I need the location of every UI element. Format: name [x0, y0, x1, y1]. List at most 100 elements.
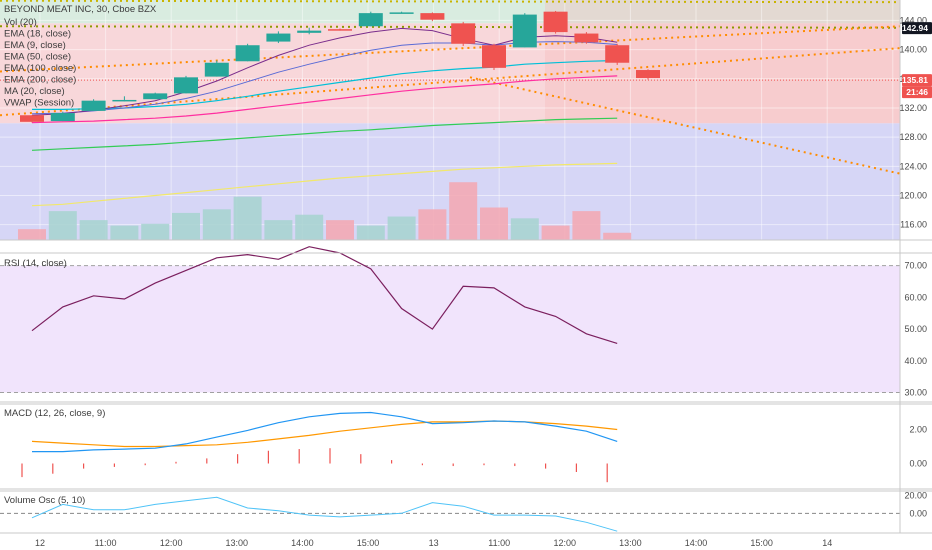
zone-red-right: [545, 0, 900, 124]
time-tick-label: 15:00: [357, 538, 380, 548]
time-tick-label: 12:00: [554, 538, 577, 548]
rsi-band: [0, 265, 900, 393]
price-tick-label: 144.00: [899, 15, 927, 25]
candle-body[interactable]: [358, 13, 383, 27]
price-tick-label: 140.00: [899, 45, 927, 55]
volume-bar[interactable]: [449, 182, 478, 240]
rsi-line[interactable]: [31, 246, 618, 344]
legend: BEYOND MEAT INC, 30, Cboe BZX Vol (20) EMA…: [4, 4, 157, 506]
candle-body[interactable]: [389, 12, 414, 14]
price-tick-label: 116.00: [900, 220, 927, 230]
time-tick-label: 14:00: [291, 538, 314, 548]
candle-body[interactable]: [112, 99, 137, 102]
candle-body[interactable]: [605, 45, 630, 63]
rsi-tick-label: 70.00: [904, 261, 927, 271]
volume-bar[interactable]: [603, 232, 632, 240]
chart-title: BEYOND MEAT INC, 30, Cboe BZX: [4, 4, 157, 15]
volume-bar[interactable]: [202, 209, 231, 240]
zone-top-green: [0, 0, 900, 24]
candle-body[interactable]: [482, 45, 506, 68]
price-badge: [902, 86, 932, 99]
volume-bar[interactable]: [572, 211, 601, 240]
time-tick-label: 15:00: [750, 538, 773, 548]
rsi-tick-label: 30.00: [904, 387, 927, 397]
trend-line[interactable]: [0, 25, 901, 29]
price-badge-label: 135.81: [902, 75, 928, 85]
indicator-legend-item: EMA (200, close): [4, 75, 76, 86]
candle-body[interactable]: [81, 100, 106, 111]
indicator-legend-item: EMA (9, close): [4, 40, 66, 51]
volume-bar[interactable]: [510, 218, 539, 240]
trend-line[interactable]: [0, 47, 901, 117]
indicator-legend-item: EMA (50, close): [4, 52, 71, 63]
volume-bar[interactable]: [48, 211, 77, 240]
candle-body[interactable]: [574, 33, 599, 43]
trend-line[interactable]: [469, 76, 901, 175]
candle-body[interactable]: [636, 70, 660, 79]
price-badge: [902, 22, 932, 35]
volume-bar[interactable]: [172, 212, 200, 240]
candle-body[interactable]: [50, 113, 75, 122]
candle-body[interactable]: [512, 14, 537, 48]
macd-signal-line[interactable]: [31, 420, 618, 448]
price-tick-label: 128.00: [899, 132, 927, 142]
volume-bar[interactable]: [79, 220, 108, 240]
candle-body[interactable]: [174, 77, 198, 94]
macd-pane[interactable]: [21, 411, 618, 483]
candle-body[interactable]: [420, 13, 445, 20]
ema-100-line[interactable]: [31, 75, 618, 124]
ma-20-line[interactable]: [31, 162, 618, 207]
macd-line[interactable]: [32, 411, 618, 453]
price-badge: [902, 74, 932, 87]
indicator-legend-item: VWAP (Session): [4, 98, 74, 109]
vosc-label: Volume Osc (5, 10): [4, 495, 85, 506]
time-tick-label: 14:00: [685, 538, 708, 548]
candle-body[interactable]: [204, 62, 229, 77]
volume-bar[interactable]: [326, 220, 354, 240]
candle-body[interactable]: [143, 93, 168, 100]
candle-body[interactable]: [328, 29, 352, 31]
time-tick-label: 13:00: [619, 538, 642, 548]
indicator-legend-item: EMA (100, close): [4, 63, 76, 74]
ema-200-line[interactable]: [31, 117, 618, 151]
volume-bar[interactable]: [356, 225, 385, 240]
macd-tick-label: 2.00: [909, 425, 927, 435]
time-tick-label: 12: [35, 538, 45, 548]
price-badge-label: 21:46: [906, 87, 928, 97]
volume-bar[interactable]: [141, 223, 170, 240]
price-badge-label: 142.94: [902, 23, 928, 33]
indicator-legend-item: Vol (20): [4, 17, 37, 28]
vosc-line[interactable]: [31, 496, 618, 532]
volume-bar[interactable]: [480, 207, 508, 241]
volume-bar[interactable]: [110, 225, 139, 240]
candle-body[interactable]: [20, 115, 44, 122]
macd-tick-label: 0.00: [909, 459, 927, 469]
price-tick-label: 120.00: [899, 191, 927, 201]
candle-body[interactable]: [235, 45, 260, 62]
candle-body[interactable]: [266, 33, 291, 42]
volume-bar[interactable]: [541, 225, 570, 240]
volume-bar[interactable]: [295, 214, 324, 240]
rsi-tick-label: 60.00: [904, 292, 927, 302]
trend-line[interactable]: [0, 0, 901, 4]
macd-label: MACD (12, 26, close, 9): [4, 408, 105, 419]
candle-body[interactable]: [543, 11, 568, 33]
rsi-pane[interactable]: [0, 246, 900, 393]
time-tick-label: 14: [822, 538, 832, 548]
volume-bar[interactable]: [18, 229, 46, 240]
time-tick-label: 11:00: [95, 538, 117, 548]
candle-body[interactable]: [451, 23, 476, 44]
volume-bar[interactable]: [418, 209, 447, 240]
volume-bar[interactable]: [264, 220, 293, 240]
candle-body[interactable]: [297, 30, 322, 33]
price-pane[interactable]: [0, 0, 901, 533]
trend-line[interactable]: [0, 25, 901, 73]
volume-osc-pane[interactable]: [0, 496, 900, 532]
volume-bar[interactable]: [387, 216, 416, 240]
time-tick-label: 13:00: [226, 538, 249, 548]
volume-bar[interactable]: [233, 196, 262, 240]
price-tick-label: 124.00: [899, 161, 927, 171]
time-tick-label: 12:00: [160, 538, 183, 548]
